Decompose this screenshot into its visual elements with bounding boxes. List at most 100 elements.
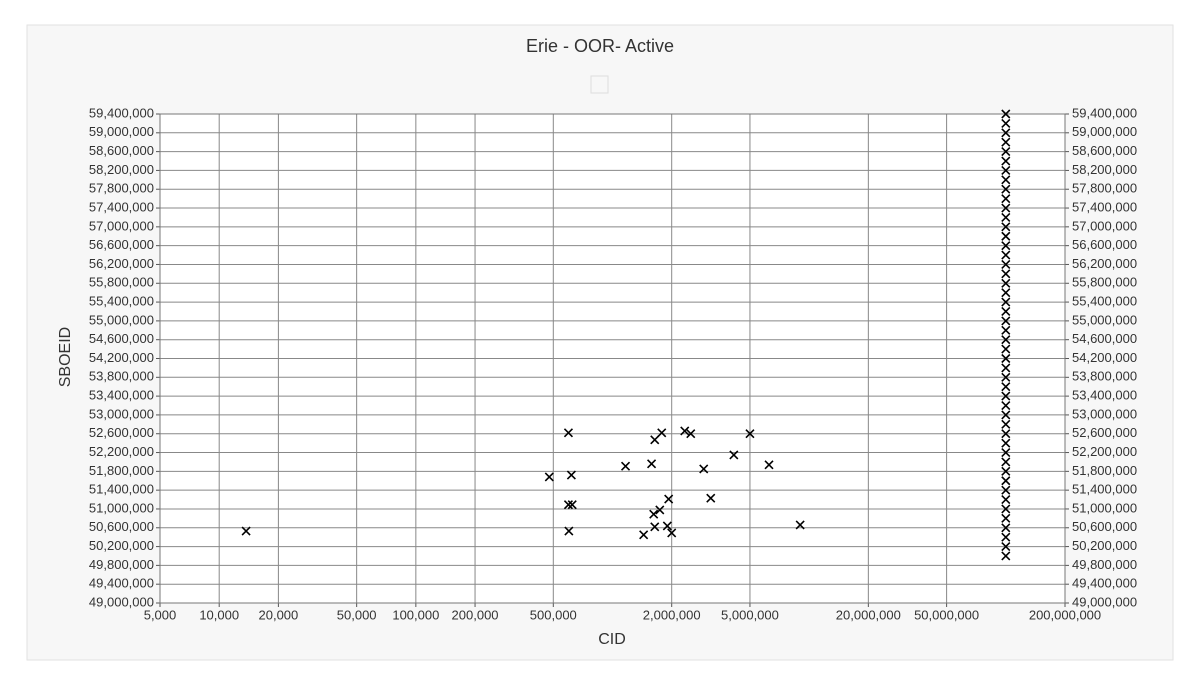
- marker: [1001, 429, 1011, 439]
- y-axis-label: SBOEID: [57, 327, 74, 387]
- marker: [1001, 175, 1011, 185]
- x-axis-label: CID: [598, 631, 626, 648]
- y-tick-label: 53,400,000: [89, 388, 154, 403]
- marker: [1001, 259, 1011, 270]
- marker: [657, 428, 667, 438]
- y-tick-label: 52,200,000: [89, 444, 154, 459]
- y2-tick-label: 52,200,000: [1072, 444, 1137, 459]
- marker: [620, 461, 631, 471]
- marker: [650, 522, 660, 532]
- y2-tick-label: 56,200,000: [1072, 256, 1137, 271]
- y-tick-label: 57,000,000: [89, 218, 154, 233]
- marker: [1001, 410, 1011, 420]
- marker: [1001, 325, 1011, 335]
- x-tick-label: 200,000: [452, 607, 499, 622]
- marker: [1001, 288, 1011, 298]
- marker: [1001, 222, 1011, 232]
- marker: [662, 521, 672, 531]
- y2-tick-label: 55,400,000: [1072, 294, 1137, 309]
- y2-tick-label: 57,000,000: [1072, 218, 1137, 233]
- marker: [795, 520, 805, 530]
- x-tick-label: 50,000,000: [914, 607, 979, 622]
- y-tick-label: 54,600,000: [89, 331, 154, 346]
- marker: [1001, 212, 1011, 223]
- marker: [567, 500, 577, 510]
- marker: [650, 435, 660, 445]
- marker: [706, 493, 716, 503]
- y-tick-label: 51,000,000: [89, 500, 154, 515]
- marker: [1001, 297, 1011, 307]
- y-tick-label: 51,400,000: [89, 482, 154, 497]
- marker: [1001, 250, 1011, 260]
- marker: [241, 526, 251, 536]
- marker: [647, 459, 657, 469]
- y-tick-label: 59,000,000: [89, 124, 154, 139]
- y2-tick-label: 58,600,000: [1072, 143, 1137, 158]
- marker: [1001, 137, 1011, 147]
- x-tick-label: 20,000: [259, 607, 299, 622]
- plot-border: [159, 113, 1066, 604]
- marker: [1001, 363, 1011, 373]
- y2-tick-label: 57,800,000: [1072, 181, 1137, 196]
- marker: [1001, 203, 1011, 213]
- y2-tick-label: 50,200,000: [1072, 538, 1137, 553]
- marker: [649, 509, 659, 519]
- marker: [1001, 542, 1011, 552]
- marker: [563, 500, 574, 510]
- marker: [1001, 118, 1011, 128]
- marker: [1001, 344, 1011, 354]
- y2-tick-label: 54,200,000: [1072, 350, 1137, 365]
- legend-box: [590, 75, 609, 94]
- y2-tick-label: 55,800,000: [1072, 275, 1137, 290]
- marker: [1001, 372, 1011, 382]
- y2-tick-label: 49,800,000: [1072, 557, 1137, 572]
- y2-tick-label: 51,800,000: [1072, 463, 1137, 478]
- y2-tick-label: 59,400,000: [1072, 105, 1137, 120]
- y2-tick-label: 58,200,000: [1072, 162, 1137, 177]
- marker: [764, 460, 774, 470]
- y2-tick-label: 52,600,000: [1072, 425, 1137, 440]
- marker: [1001, 241, 1011, 251]
- x-tick-label: 2,000,000: [643, 607, 701, 622]
- marker: [1001, 231, 1011, 241]
- y-tick-label: 57,400,000: [89, 199, 154, 214]
- marker: [1001, 504, 1011, 514]
- y2-tick-label: 53,400,000: [1072, 388, 1137, 403]
- marker: [745, 429, 755, 439]
- y2-tick-label: 57,400,000: [1072, 199, 1137, 214]
- y-tick-label: 51,800,000: [89, 463, 154, 478]
- marker: [1001, 419, 1011, 429]
- marker: [699, 464, 709, 474]
- marker: [1001, 165, 1011, 175]
- y2-tick-label: 59,000,000: [1072, 124, 1137, 139]
- y2-tick-label: 56,600,000: [1072, 237, 1137, 252]
- y-tick-label: 54,200,000: [89, 350, 154, 365]
- y-tick-label: 56,600,000: [89, 237, 154, 252]
- marker: [639, 530, 649, 540]
- marker: [1001, 184, 1011, 194]
- marker: [563, 428, 574, 438]
- marker: [1001, 109, 1011, 119]
- marker: [544, 472, 554, 482]
- y2-tick-label: 55,000,000: [1072, 312, 1137, 327]
- marker: [1001, 523, 1011, 533]
- marker: [680, 426, 690, 436]
- x-tick-label: 20,000,000: [836, 607, 901, 622]
- marker: [1001, 128, 1011, 138]
- y-tick-label: 49,400,000: [89, 576, 154, 591]
- marker: [1001, 194, 1011, 204]
- marker: [1001, 269, 1011, 279]
- y-tick-label: 57,800,000: [89, 181, 154, 196]
- y-tick-label: 59,400,000: [89, 105, 154, 120]
- y-tick-label: 49,000,000: [89, 594, 154, 609]
- x-tick-label: 50,000: [337, 607, 377, 622]
- y-tick-label: 49,800,000: [89, 557, 154, 572]
- y2-tick-label: 49,000,000: [1072, 594, 1137, 609]
- marker: [1001, 466, 1011, 476]
- marker: [1001, 485, 1011, 495]
- marker: [729, 450, 739, 460]
- marker: [1001, 447, 1011, 458]
- marker: [1001, 306, 1011, 317]
- marker: [564, 526, 574, 536]
